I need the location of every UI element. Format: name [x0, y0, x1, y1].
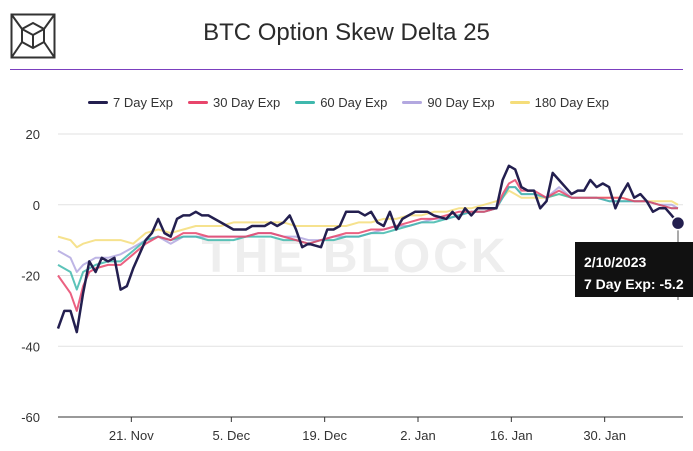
legend-swatch: [402, 101, 423, 104]
x-tick-label: 16. Jan: [490, 428, 533, 443]
tooltip-date: 2/10/2023: [584, 254, 647, 270]
legend-item[interactable]: 180 Day Exp: [509, 95, 610, 110]
hover-point: [670, 215, 686, 231]
title-divider: [10, 69, 683, 70]
y-tick-label: -60: [21, 410, 40, 425]
data-tooltip: 2/10/2023 7 Day Exp: -5.2: [575, 242, 693, 297]
legend-item[interactable]: 7 Day Exp: [88, 95, 173, 110]
legend-label: 7 Day Exp: [113, 95, 173, 110]
x-tick-label: 30. Jan: [583, 428, 626, 443]
legend-label: 180 Day Exp: [534, 95, 610, 110]
tooltip-value: 7 Day Exp: -5.2: [584, 276, 684, 292]
chart-title: BTC Option Skew Delta 25: [203, 19, 490, 46]
y-tick-label: 20: [26, 127, 40, 142]
legend-item[interactable]: 90 Day Exp: [402, 95, 495, 110]
legend-swatch: [187, 101, 208, 104]
legend-item[interactable]: 30 Day Exp: [187, 95, 281, 110]
x-tick-label: 5. Dec: [213, 428, 251, 443]
y-tick-label: -20: [21, 269, 40, 284]
legend-swatch: [509, 101, 530, 104]
the-block-logo-icon: [10, 13, 56, 59]
watermark: THE BLOCK: [202, 230, 509, 283]
y-tick-label: -40: [21, 339, 40, 354]
legend-swatch: [88, 101, 108, 104]
x-tick-label: 2. Jan: [400, 428, 435, 443]
legend-label: 90 Day Exp: [427, 95, 495, 110]
legend-item[interactable]: 60 Day Exp: [295, 95, 387, 110]
series-line-30-day-exp: [57, 179, 678, 312]
y-tick-label: 0: [33, 198, 40, 213]
legend-label: 30 Day Exp: [212, 95, 281, 110]
chart-legend: 7 Day Exp 30 Day Exp 60 Day Exp 90 Day Exp 1…: [88, 95, 609, 110]
x-tick-label: 21. Nov: [109, 428, 154, 443]
legend-swatch: [295, 101, 316, 104]
legend-label: 60 Day Exp: [320, 95, 388, 110]
x-tick-label: 19. Dec: [302, 428, 347, 443]
series-line-7-day-exp: [56, 164, 679, 334]
